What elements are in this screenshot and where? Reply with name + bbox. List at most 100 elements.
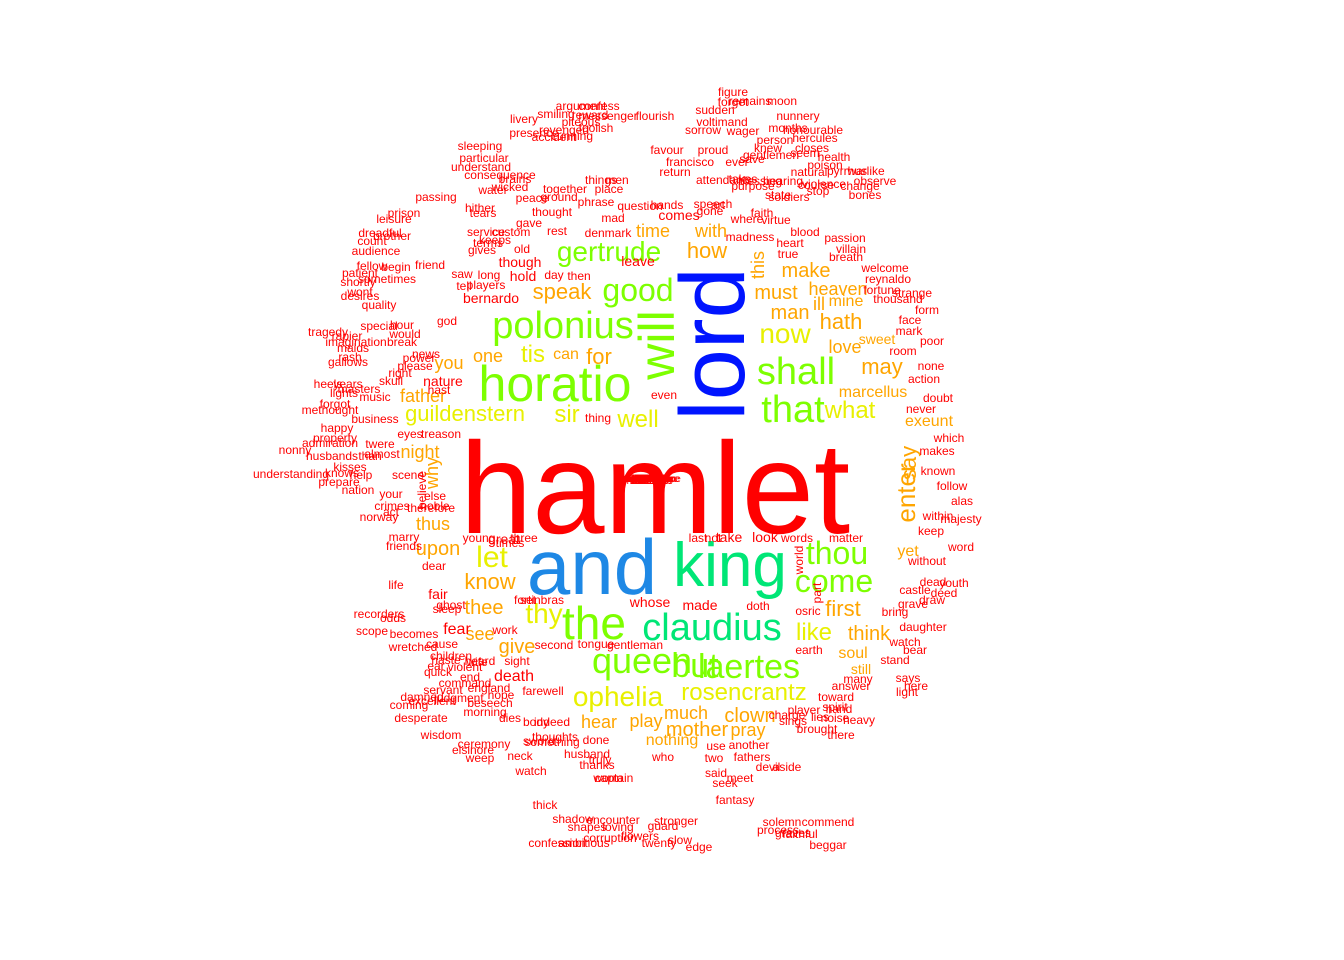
word-incensed: incensed: [629, 474, 671, 485]
word-two: two: [704, 751, 724, 765]
word-sins: sins: [641, 474, 659, 485]
word-king: king: [673, 531, 787, 600]
word-second: second: [534, 638, 574, 652]
word-treasure: treasure: [631, 474, 669, 485]
word-reward: reward: [571, 108, 609, 122]
word-bend: bend: [638, 474, 662, 485]
word-attendants: attendants: [695, 173, 753, 187]
word-round: round: [637, 474, 663, 485]
word-shadow: shadow: [552, 812, 594, 826]
word-phrase: phrase: [577, 195, 615, 209]
word-player: player: [787, 703, 821, 717]
word-sometimes: sometimes: [357, 272, 417, 286]
word-masters: masters: [337, 382, 381, 396]
word-thing: thing: [584, 411, 612, 425]
word-dangerous: dangerous: [626, 474, 674, 485]
word-making: making: [633, 474, 667, 485]
word-prove: prove: [637, 474, 663, 485]
word-lookd: lookd: [638, 474, 662, 485]
word-worm: worm: [593, 771, 623, 785]
word-sings: sings: [778, 714, 808, 728]
word-honesty: honesty: [632, 474, 668, 485]
word-thanks: thanks: [579, 758, 615, 772]
word-will: will: [629, 310, 685, 380]
word-honest: honest: [634, 474, 666, 485]
word-faith: faith: [750, 206, 774, 220]
word-give: give: [498, 636, 536, 658]
word-understanding: understanding: [252, 467, 330, 481]
word-none: none: [917, 359, 945, 373]
word-light: light: [895, 685, 919, 699]
word-nation: nation: [341, 483, 375, 497]
word-affliction: affliction: [631, 474, 669, 485]
word-wisdom: wisdom: [420, 728, 462, 742]
word-without: without: [907, 554, 947, 568]
word-question: question: [617, 199, 663, 213]
word-doomsday: doomsday: [626, 474, 674, 485]
word-poor: poor: [919, 334, 945, 348]
word-months: months: [768, 121, 808, 135]
word-day: day: [544, 268, 564, 282]
word-are: are: [642, 474, 658, 485]
word-noise: noise: [820, 711, 850, 725]
word-royal: royal: [639, 474, 661, 485]
word-morning: morning: [463, 705, 507, 719]
word-mean: mean: [637, 474, 663, 485]
word-tear: tear: [641, 474, 659, 485]
word-messenger: messenger: [578, 109, 638, 123]
word-custom: custom: [491, 225, 531, 239]
word-before: before: [635, 474, 665, 485]
word-voltimand: voltimand: [696, 115, 748, 129]
word-maids: maids: [336, 341, 370, 355]
word-now: now: [759, 318, 811, 349]
word-withdraw: withdraw: [630, 474, 670, 485]
word-beard: beard: [637, 474, 663, 485]
word-set: set: [519, 593, 537, 607]
word-kings: kings: [638, 474, 662, 485]
word-faithful: faithful: [782, 827, 818, 841]
word-passing: passing: [415, 190, 457, 204]
word-fear: fear: [443, 621, 471, 638]
word-world: world: [792, 545, 806, 575]
word-stayd: stayd: [638, 474, 662, 485]
word-herein: herein: [636, 474, 664, 485]
word-revenged: revenged: [538, 123, 590, 137]
word-appear: appear: [634, 474, 666, 485]
word-act: act: [382, 505, 400, 519]
word-revenge: revenge: [631, 474, 669, 485]
word-bernardo: bernardo: [462, 290, 520, 306]
word-night: night: [400, 442, 440, 462]
word-marriage: marriage: [630, 474, 670, 485]
word-where: where: [730, 212, 764, 226]
word-bring: bring: [881, 605, 909, 619]
word-heels: heels: [313, 377, 343, 391]
word-minds: minds: [636, 474, 664, 485]
word-young: young: [462, 531, 496, 545]
word-observe: observe: [853, 174, 897, 188]
word-gracious: gracious: [631, 474, 669, 485]
word-exeunt: exeunt: [904, 413, 954, 430]
word-ghost: ghost: [436, 598, 466, 612]
word-coming: coming: [389, 698, 429, 712]
word-bless: bless: [638, 474, 662, 485]
word-scope: scope: [355, 624, 389, 638]
word-sworn: sworn: [636, 474, 664, 485]
word-tenders: tenders: [633, 474, 667, 485]
word-happy: happy: [320, 421, 354, 435]
word-modesty: modesty: [631, 474, 669, 485]
word-crown: crown: [636, 474, 664, 485]
word-see: see: [465, 624, 495, 644]
word-nature: nature: [423, 373, 463, 389]
word-funeral: funeral: [634, 474, 666, 485]
word-beseech: beseech: [467, 696, 513, 710]
word-lies: lies: [810, 710, 830, 724]
word-prepare: prepare: [318, 475, 360, 489]
word-words: words: [780, 531, 814, 545]
word-scene: scene: [391, 468, 425, 482]
word-patient: patient: [341, 266, 379, 280]
word-said: said: [704, 766, 728, 780]
word-sailors: sailors: [635, 474, 665, 485]
word-heavy: heavy: [842, 713, 876, 727]
word-change: change: [840, 179, 880, 193]
word-soul: soul: [838, 645, 868, 662]
